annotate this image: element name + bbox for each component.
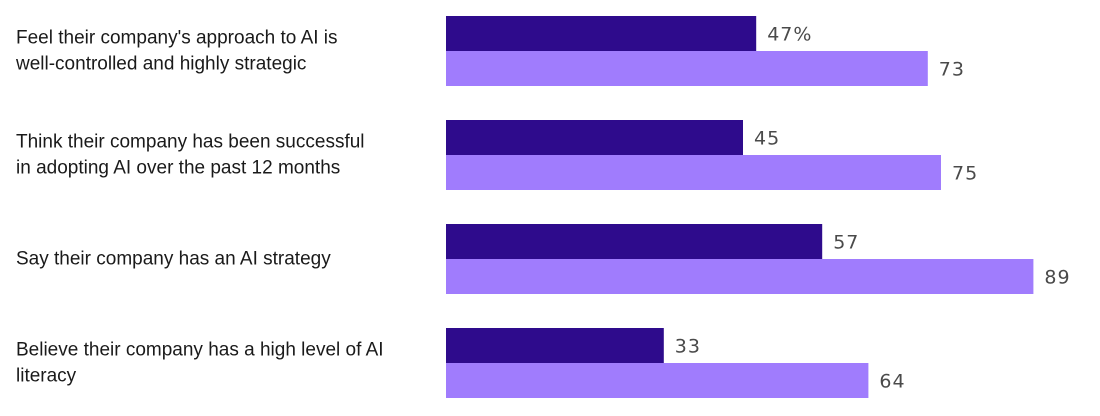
category-label-line: Think their company has been successful bbox=[16, 132, 365, 153]
data-label: 64 bbox=[879, 371, 905, 393]
data-label: 57 bbox=[833, 232, 859, 254]
category-label-line: Believe their company has a high level o… bbox=[16, 340, 384, 361]
category-label-line: well-controlled and highly strategic bbox=[15, 54, 306, 75]
category-label-line: Say their company has an AI strategy bbox=[16, 249, 331, 270]
bar-series-1 bbox=[446, 16, 757, 51]
bar-series-2 bbox=[446, 51, 928, 86]
data-label: 73 bbox=[939, 59, 965, 81]
data-label: 45 bbox=[754, 128, 780, 150]
category-label-line: Feel their company's approach to AI is bbox=[16, 28, 338, 49]
bar-series-2 bbox=[446, 259, 1034, 294]
data-label: 47% bbox=[767, 24, 812, 46]
bar-series-2 bbox=[446, 155, 941, 190]
bar-series-1 bbox=[446, 120, 743, 155]
category-label-line: in adopting AI over the past 12 months bbox=[16, 158, 340, 179]
category-label-line: literacy bbox=[16, 366, 77, 387]
category-label: Think their company has been successful i… bbox=[16, 132, 365, 179]
data-label: 89 bbox=[1044, 267, 1070, 289]
category-label: Believe their company has a high level o… bbox=[16, 340, 384, 387]
data-label: 75 bbox=[952, 163, 978, 185]
category-label: Say their company has an AI strategy bbox=[16, 249, 331, 270]
category-label: Feel their company's approach to AI is we… bbox=[15, 28, 338, 75]
bar-series-1 bbox=[446, 224, 823, 259]
bar-series-2 bbox=[446, 363, 869, 398]
bar-series-1 bbox=[446, 328, 664, 363]
data-label: 33 bbox=[675, 336, 701, 358]
